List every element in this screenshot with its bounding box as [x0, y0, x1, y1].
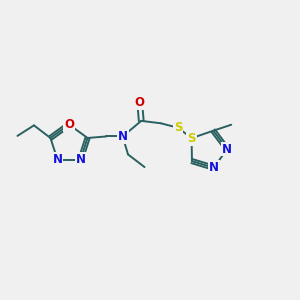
Text: N: N — [52, 153, 62, 166]
Text: O: O — [64, 118, 74, 131]
Text: N: N — [222, 142, 232, 155]
Text: O: O — [135, 96, 145, 110]
Text: N: N — [76, 153, 85, 166]
Text: N: N — [209, 161, 219, 174]
Text: S: S — [187, 132, 196, 145]
Text: N: N — [118, 130, 128, 143]
Text: S: S — [174, 121, 182, 134]
